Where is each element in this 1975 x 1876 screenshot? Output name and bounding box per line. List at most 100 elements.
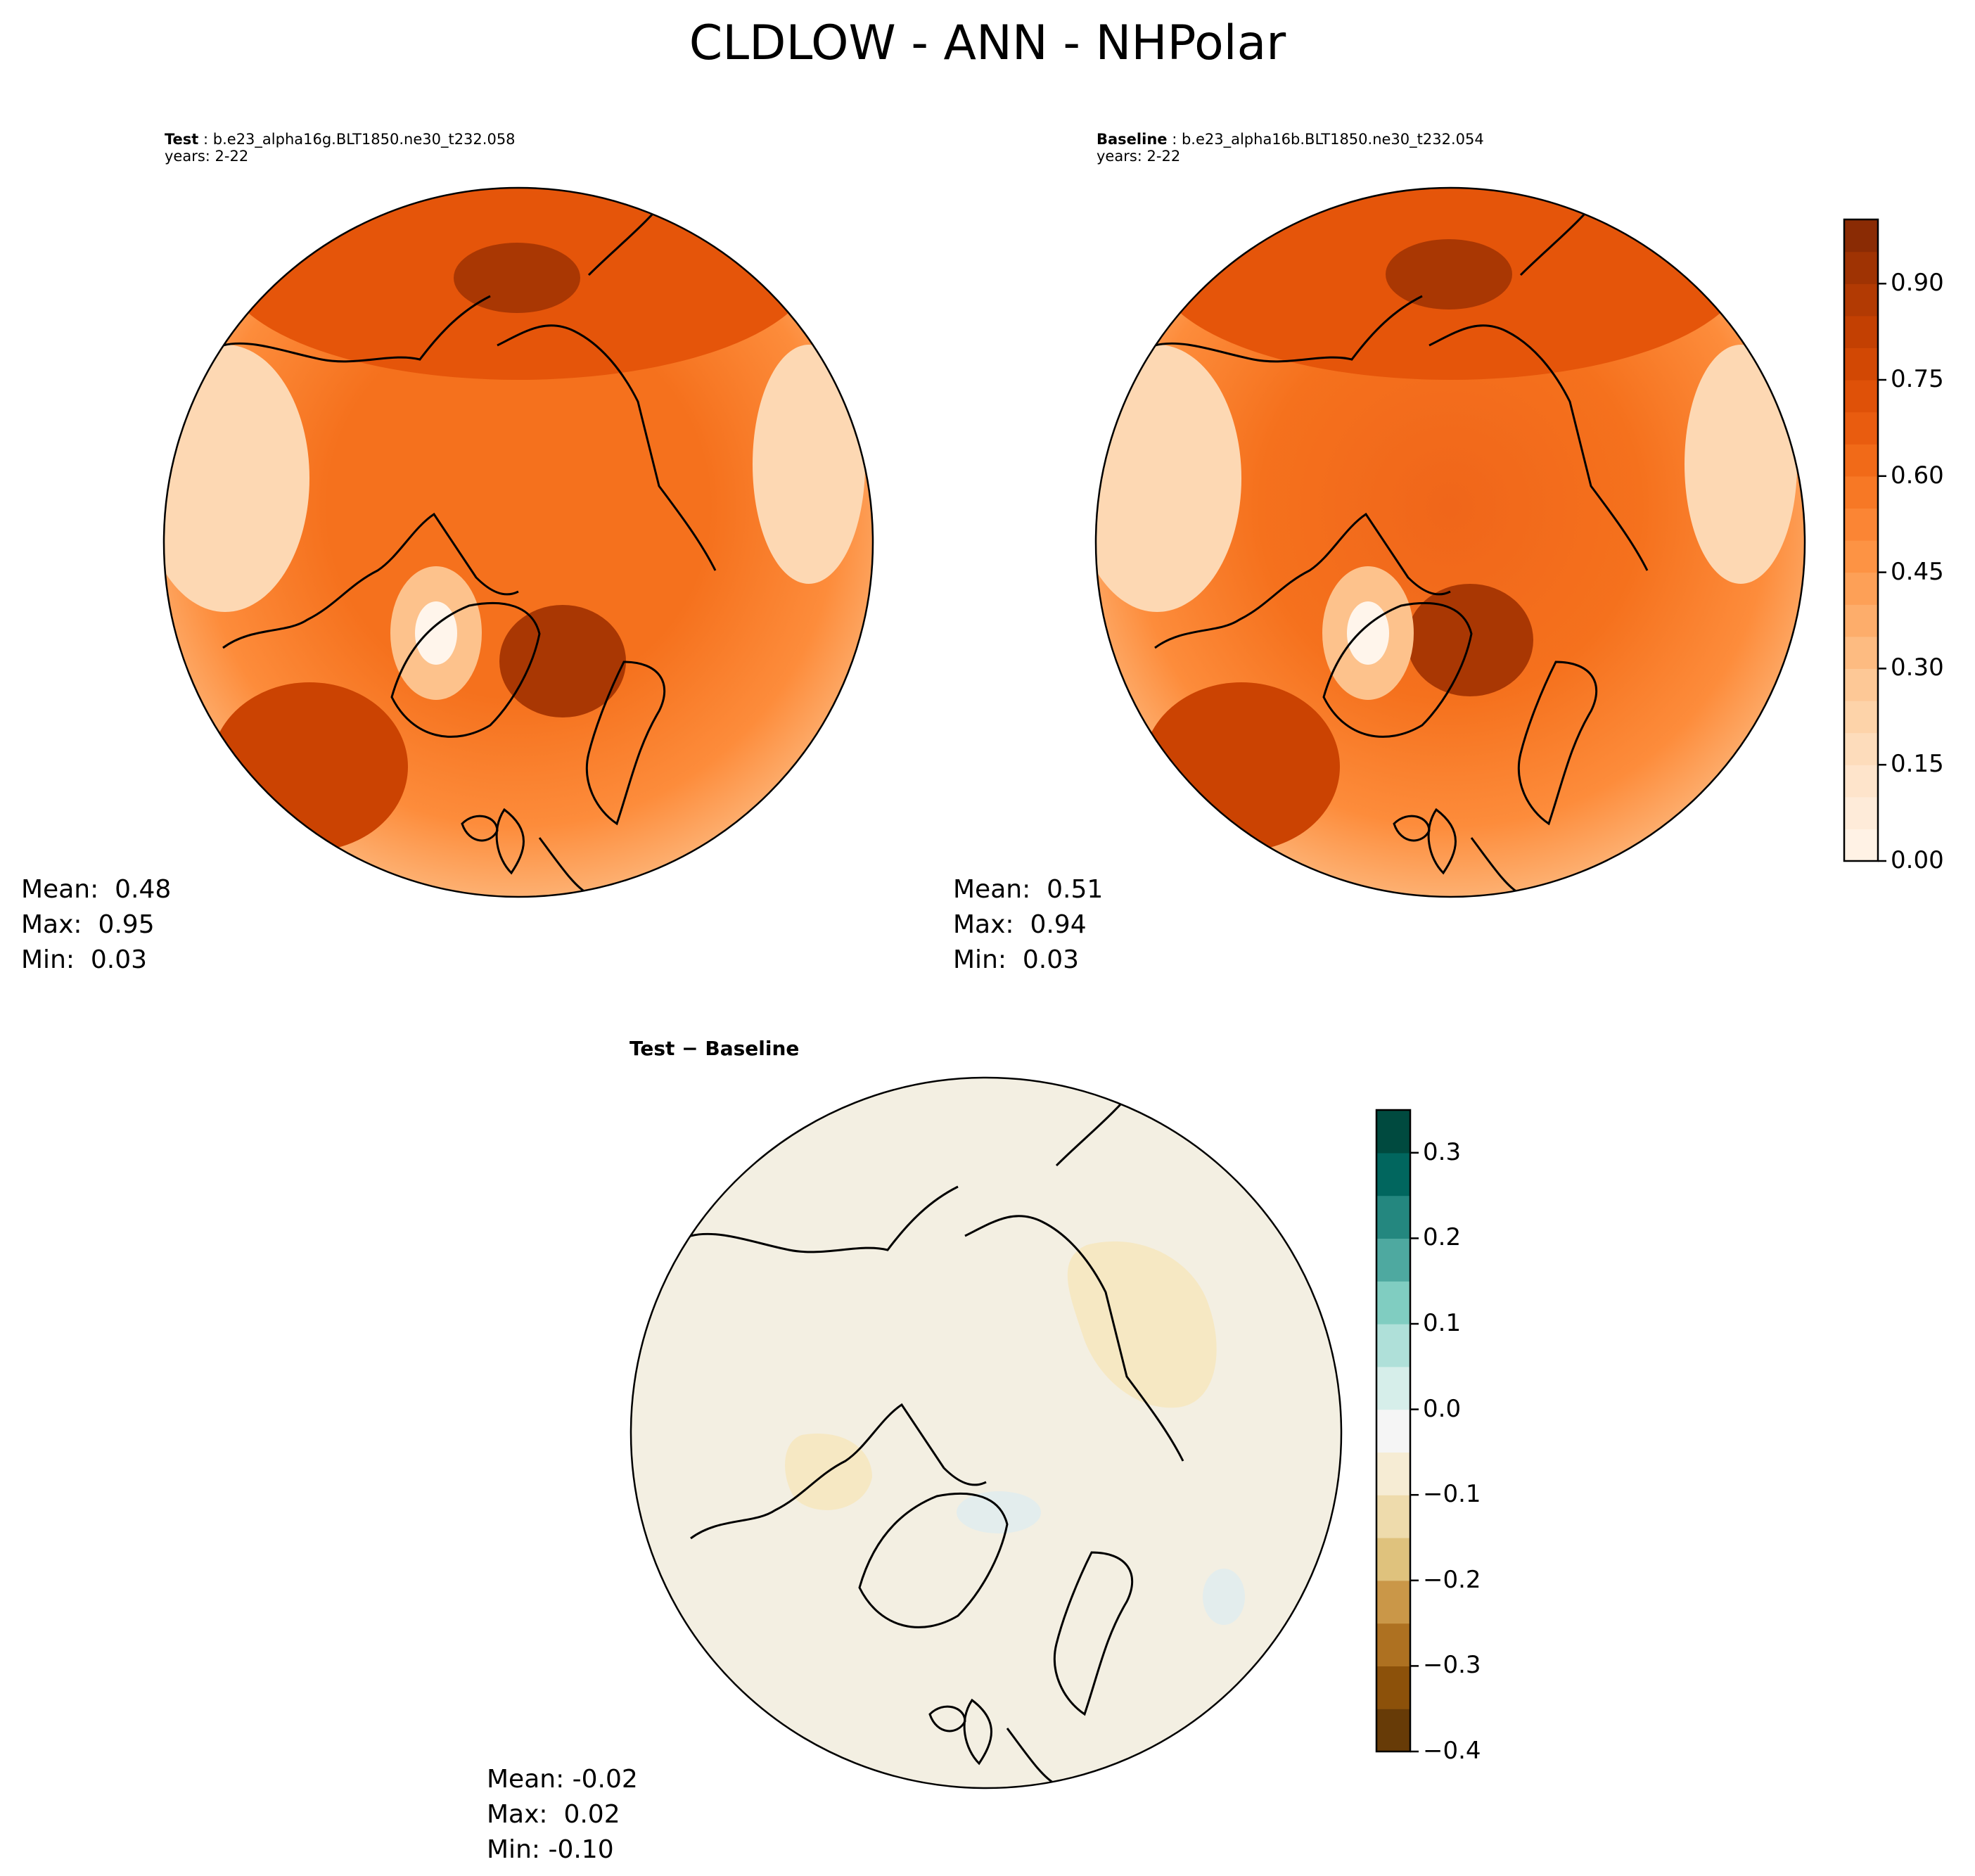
colorbar-level (1376, 1110, 1410, 1154)
coastline (964, 1215, 1184, 1462)
baseline-atlantic-cloud (1143, 682, 1340, 851)
colorbar-level (1844, 476, 1878, 509)
diff-map-field (631, 1078, 1341, 1788)
colorbar-level (1376, 1580, 1410, 1624)
colorbar-level (1844, 219, 1878, 253)
colorbar-level (1844, 283, 1878, 317)
colorbar-tick-label: −0.3 (1423, 1651, 1481, 1680)
baseline-years: years: 2-22 (1097, 148, 1181, 165)
colorbar-tick-label: −0.2 (1423, 1565, 1481, 1594)
baseline-map (1096, 188, 1805, 897)
coastline (222, 512, 519, 649)
colorbar-level (1376, 1709, 1410, 1752)
colorbar-level (1376, 1324, 1410, 1367)
coastline (1053, 1551, 1134, 1716)
coastline (1517, 661, 1598, 826)
diff-title-baseline: Baseline (705, 1037, 800, 1060)
coastline (690, 1185, 959, 1253)
colorbar-level (1844, 829, 1878, 862)
coastline (222, 295, 491, 363)
test-label: Test (165, 131, 199, 148)
diff-negative-region (1067, 1241, 1217, 1408)
coastline (585, 661, 666, 826)
baseline-label: Baseline (1097, 131, 1168, 148)
test-norwegian-cloud (499, 605, 626, 717)
colorbar-level (1844, 444, 1878, 477)
baseline-map-border (1094, 186, 1806, 898)
diff-max: Max: 0.02 (487, 1800, 620, 1829)
coastline (1154, 295, 1423, 363)
colorbar-level (1376, 1495, 1410, 1538)
coastline (497, 324, 717, 571)
test-mean: Mean: 0.48 (21, 875, 172, 904)
diff-map (631, 1078, 1341, 1788)
colorbar-level (1844, 508, 1878, 541)
colorbar-level (1376, 1538, 1410, 1581)
baseline-max-cloud (1386, 239, 1512, 310)
test-map (164, 188, 873, 897)
diff-positive-region-2 (1203, 1569, 1245, 1625)
colorbar-level (1376, 1623, 1410, 1666)
colorbar-tick-label: 0.1 (1423, 1309, 1462, 1337)
test-min: Min: 0.03 (21, 945, 148, 974)
coastline (390, 601, 541, 738)
colorbar-level (1376, 1152, 1410, 1197)
colorbar-tick-label: −0.4 (1423, 1737, 1481, 1765)
colorbar-tick-label: 0.30 (1891, 653, 1944, 682)
baseline-max: Max: 0.94 (953, 910, 1087, 939)
diff-map-border (629, 1076, 1343, 1789)
colorbar-level (1376, 1195, 1410, 1239)
test-years: years: 2-22 (165, 148, 249, 165)
colorbar-level (1844, 668, 1878, 701)
colorbar-level (1376, 1281, 1410, 1325)
test-case-name: b.e23_alpha16g.BLT1850.ne30_t232.058 (212, 131, 516, 148)
colorbar-tick-label: −0.1 (1423, 1480, 1481, 1509)
colorbar-tick-label: 0.2 (1423, 1223, 1462, 1252)
colorbar-frame (1843, 218, 1879, 862)
coastline (928, 1705, 966, 1733)
test-map-border (162, 186, 874, 898)
coastline (1322, 601, 1473, 738)
coastline (1393, 815, 1431, 842)
colorbar-tick-label: 0.0 (1423, 1394, 1462, 1423)
coastline (858, 1492, 1009, 1628)
baseline-stats: Mean: 0.51 Max: 0.94 Min: 0.03 (953, 872, 1103, 978)
colorbar-level (1376, 1366, 1410, 1410)
colorbar-level (1844, 251, 1878, 284)
coastline (1154, 512, 1451, 649)
baseline-min: Min: 0.03 (953, 945, 1080, 974)
baseline-canada-low (1685, 345, 1797, 584)
colorbar-level (1376, 1452, 1410, 1495)
coastline (461, 815, 499, 842)
colorbar-level (1376, 1666, 1410, 1709)
diff-title-test: Test (629, 1037, 675, 1060)
colorbar-tick-label: 0.3 (1423, 1137, 1462, 1166)
test-max: Max: 0.95 (21, 910, 155, 939)
test-greenland-min (415, 601, 457, 665)
colorbar-tick-label: 0.45 (1891, 557, 1944, 586)
test-canada-low (753, 345, 865, 584)
colorbar-level (1844, 604, 1878, 637)
colorbar-level (1844, 411, 1878, 445)
colorbar-level (1844, 347, 1878, 381)
colorbar-frame (1375, 1109, 1412, 1753)
baseline-mean: Mean: 0.51 (953, 875, 1104, 904)
colorbar-level (1844, 572, 1878, 605)
test-atlantic-cloud (211, 682, 408, 851)
diff-positive-region (957, 1491, 1041, 1533)
colorbar-level (1844, 380, 1878, 413)
main-colorbar (1843, 218, 1886, 862)
diff-title: Test − Baseline (629, 1037, 799, 1060)
colorbar-level (1844, 796, 1878, 829)
colorbar-level (1376, 1409, 1410, 1453)
diff-min: Min: -0.10 (487, 1835, 614, 1864)
colorbar-tick-label: 0.90 (1891, 269, 1944, 298)
baseline-greenland-min (1347, 601, 1389, 665)
colorbar-level (1844, 315, 1878, 348)
colorbar-level (1376, 1238, 1410, 1282)
colorbar-tick-label: 0.75 (1891, 365, 1944, 393)
diff-stats: Mean: -0.02 Max: 0.02 Min: -0.10 (487, 1762, 638, 1868)
baseline-subtitle: Baseline : b.e23_alpha16b.BLT1850.ne30_t… (1097, 131, 1484, 165)
colorbar-level (1844, 540, 1878, 573)
